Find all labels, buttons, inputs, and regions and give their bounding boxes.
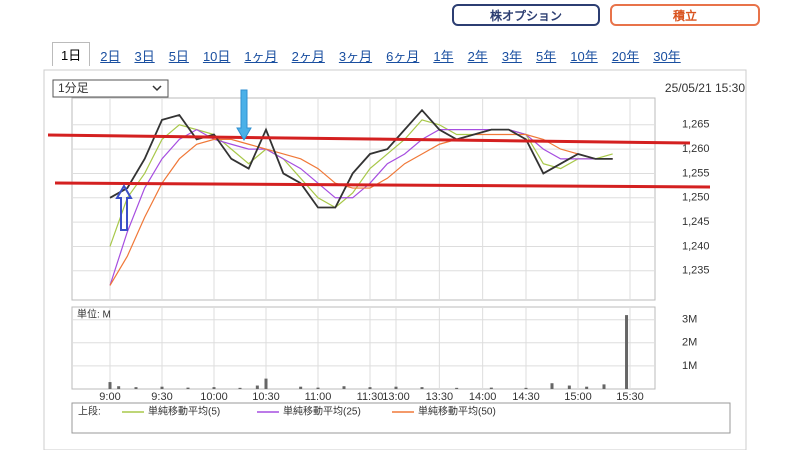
legend-label: 単純移動平均(50) xyxy=(418,405,496,418)
volume-bar xyxy=(255,385,259,389)
volume-bar xyxy=(186,387,190,389)
volume-bar xyxy=(108,382,112,389)
volume-bar xyxy=(368,387,372,389)
x-tick-label: 11:00 xyxy=(305,391,332,403)
ma-line xyxy=(109,128,613,286)
tab[interactable]: 5日 xyxy=(168,49,189,64)
select-arrow xyxy=(152,85,162,92)
price-pane xyxy=(71,97,656,301)
x-tick-label: 15:30 xyxy=(616,391,644,403)
select[interactable] xyxy=(52,79,169,98)
tab[interactable]: 30年 xyxy=(653,49,681,64)
volume-bar xyxy=(342,386,346,389)
volume-bar xyxy=(625,315,629,389)
tab[interactable]: 10日 xyxy=(202,49,231,64)
annotation-line xyxy=(47,133,691,145)
volume-bar xyxy=(420,387,424,389)
timestamp: 25/05/21 15:30 xyxy=(665,81,745,95)
tab[interactable]: 20年 xyxy=(611,49,640,64)
volume-bar xyxy=(567,385,571,389)
tab[interactable]: 2年 xyxy=(467,49,488,64)
volume-bar xyxy=(160,386,164,389)
tab[interactable]: 3年 xyxy=(501,49,523,64)
y-tick-label: 1,265 xyxy=(682,119,710,131)
y-tick-label: 1,245 xyxy=(682,216,710,228)
volume-bar xyxy=(550,383,554,389)
volume-bar xyxy=(238,387,242,389)
x-tick-label: 9:30 xyxy=(151,391,172,403)
select-text: 1分足 xyxy=(58,81,89,95)
volume-bar xyxy=(134,387,138,389)
tab[interactable]: 1年 xyxy=(433,49,454,64)
ma-line xyxy=(109,119,613,247)
y-tick-label: 2M xyxy=(682,337,697,349)
y-tick-label: 1,240 xyxy=(682,240,710,252)
legend-box xyxy=(71,402,731,434)
tab[interactable]: 5年 xyxy=(536,49,557,64)
tab[interactable]: 2日 xyxy=(100,49,121,64)
x-tick-label: 14:00 xyxy=(469,391,497,403)
x-tick-label: 10:00 xyxy=(200,391,228,403)
y-tick-label: 1,235 xyxy=(682,265,710,277)
tab[interactable]: 3日 xyxy=(134,49,155,64)
x-tick-label: 14:30 xyxy=(512,391,540,403)
annotation-line xyxy=(54,181,711,189)
volume-bar xyxy=(394,386,398,389)
tab[interactable]: 1日 xyxy=(52,42,91,66)
tab[interactable]: 1ヶ月 xyxy=(244,49,278,64)
tab[interactable]: 6ヶ月 xyxy=(386,49,420,64)
x-tick-label: 10:30 xyxy=(252,391,280,403)
panel xyxy=(43,69,747,450)
volume-bar xyxy=(602,384,606,389)
volume-bar xyxy=(489,387,493,389)
annotation-arrow xyxy=(236,89,252,141)
volume-bar xyxy=(455,387,459,389)
y-tick-label: 1,255 xyxy=(682,167,710,179)
y-tick-label: 3M xyxy=(682,314,697,326)
x-tick-label: 15:00 xyxy=(564,391,592,403)
tab[interactable]: 2ヶ月 xyxy=(291,49,325,64)
x-tick-label: 13:30 xyxy=(426,391,454,403)
x-tick-label: 13:00 xyxy=(382,391,410,403)
button[interactable]: 積立 xyxy=(610,4,760,26)
legend-label: 単純移動平均(5) xyxy=(148,405,220,418)
volume-bar xyxy=(299,386,303,389)
annotation-arrow xyxy=(115,184,133,231)
y-tick-label: 1M xyxy=(682,360,697,372)
button[interactable]: 株オプション xyxy=(452,4,600,26)
price-line xyxy=(109,108,613,209)
x-tick-label: 11:30 xyxy=(357,391,384,403)
volume-bar xyxy=(264,378,268,389)
legend-title: 上段: xyxy=(78,405,101,418)
volume-bar xyxy=(117,386,121,389)
tab[interactable]: 10年 xyxy=(570,49,598,64)
ma-line xyxy=(109,133,613,286)
tab[interactable]: 3ヶ月 xyxy=(338,49,373,64)
volume-pane xyxy=(71,306,656,390)
volume-bar xyxy=(212,387,216,389)
legend-label: 単純移動平均(25) xyxy=(283,405,361,418)
unit-label: 単位: M xyxy=(77,308,111,321)
volume-bar xyxy=(585,386,589,389)
y-tick-label: 1,250 xyxy=(682,192,710,204)
volume-bar xyxy=(316,387,320,389)
x-tick-label: 9:00 xyxy=(99,391,120,403)
y-tick-label: 1,260 xyxy=(682,143,710,155)
volume-bar xyxy=(524,387,528,389)
